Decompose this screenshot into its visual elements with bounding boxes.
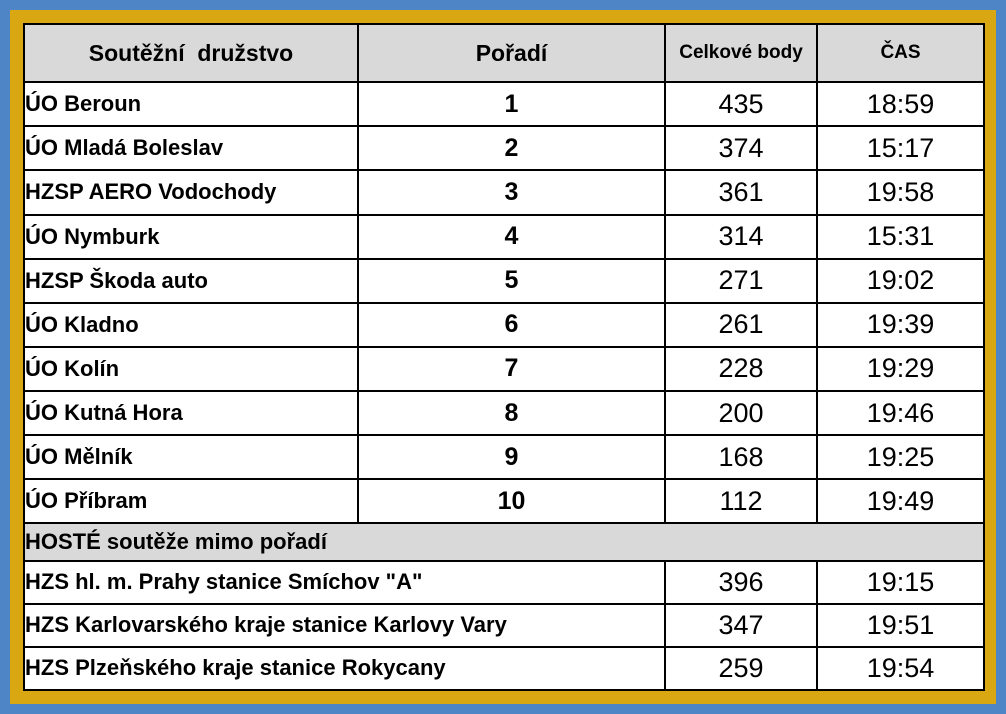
team-points: 374: [664, 125, 818, 172]
guest-row: HZS Plzeňského kraje stanice Rokycany 25…: [23, 645, 985, 692]
team-points: 361: [664, 169, 818, 216]
team-rank: 2: [357, 125, 666, 172]
team-name: ÚO Beroun: [23, 81, 359, 128]
team-name: ÚO Mělník: [23, 434, 359, 481]
table-row: ÚO Příbram 10 112 19:49: [23, 478, 985, 525]
table-row: ÚO Kolín 7 228 19:29: [23, 345, 985, 393]
team-points: 228: [664, 345, 818, 393]
table-row: ÚO Kutná Hora 8 200 19:46: [23, 390, 985, 437]
team-time: 19:49: [816, 478, 985, 525]
gold-frame: Soutěžní družstvo Pořadí Celkové body ČA…: [10, 10, 996, 704]
table-row: ÚO Beroun 1 435 18:59: [23, 81, 985, 128]
team-time: 18:59: [816, 81, 985, 128]
team-points: 435: [664, 81, 818, 128]
table-row: ÚO Mladá Boleslav 2 374 15:17: [23, 125, 985, 172]
team-name: ÚO Příbram: [23, 478, 359, 525]
header-time: ČAS: [816, 22, 985, 84]
team-rank: 6: [357, 301, 666, 348]
header-points: Celkové body: [664, 22, 818, 84]
table-row: HZSP AERO Vodochody 3 361 19:58: [23, 169, 985, 216]
results-table: Soutěžní družstvo Pořadí Celkové body ČA…: [23, 22, 985, 692]
team-name: ÚO Kutná Hora: [23, 390, 359, 437]
team-time: 19:39: [816, 301, 985, 348]
guest-row: HZS hl. m. Prahy stanice Smíchov "A" 396…: [23, 559, 985, 605]
team-rank: 7: [357, 345, 666, 393]
team-time: 15:31: [816, 213, 985, 260]
team-time: 19:46: [816, 390, 985, 437]
team-rank: 8: [357, 390, 666, 437]
guest-team-name: HZS Karlovarského kraje stanice Karlovy …: [23, 602, 666, 648]
guest-row: HZS Karlovarského kraje stanice Karlovy …: [23, 602, 985, 648]
team-points: 112: [664, 478, 818, 525]
team-name: ÚO Kolín: [23, 345, 359, 393]
guest-points: 347: [664, 602, 818, 648]
team-name: ÚO Nymburk: [23, 213, 359, 260]
team-points: 200: [664, 390, 818, 437]
team-points: 271: [664, 257, 818, 304]
guest-points: 259: [664, 645, 818, 692]
table-row: ÚO Kladno 6 261 19:39: [23, 301, 985, 348]
team-rank: 3: [357, 169, 666, 216]
guest-team-name: HZS Plzeňského kraje stanice Rokycany: [23, 645, 666, 692]
team-time: 19:58: [816, 169, 985, 216]
guest-time: 19:54: [816, 645, 985, 692]
guest-points: 396: [664, 559, 818, 605]
guest-section-title: HOSTÉ soutěže mimo pořadí: [23, 522, 985, 562]
team-time: 19:29: [816, 345, 985, 393]
team-points: 314: [664, 213, 818, 260]
team-name: HZSP AERO Vodochody: [23, 169, 359, 216]
team-name: HZSP Škoda auto: [23, 257, 359, 304]
team-rank: 10: [357, 478, 666, 525]
team-time: 19:02: [816, 257, 985, 304]
guest-time: 19:15: [816, 559, 985, 605]
header-team: Soutěžní družstvo: [23, 22, 359, 84]
guest-section-row: HOSTÉ soutěže mimo pořadí: [23, 522, 985, 562]
table-row: ÚO Mělník 9 168 19:25: [23, 434, 985, 481]
team-rank: 5: [357, 257, 666, 304]
table-row: HZSP Škoda auto 5 271 19:02: [23, 257, 985, 304]
team-rank: 1: [357, 81, 666, 128]
table-row: ÚO Nymburk 4 314 15:31: [23, 213, 985, 260]
header-row: Soutěžní družstvo Pořadí Celkové body ČA…: [23, 22, 985, 84]
guest-team-name: HZS hl. m. Prahy stanice Smíchov "A": [23, 559, 666, 605]
team-time: 19:25: [816, 434, 985, 481]
team-rank: 4: [357, 213, 666, 260]
team-points: 261: [664, 301, 818, 348]
header-rank: Pořadí: [357, 22, 666, 84]
guest-time: 19:51: [816, 602, 985, 648]
team-points: 168: [664, 434, 818, 481]
team-rank: 9: [357, 434, 666, 481]
team-name: ÚO Mladá Boleslav: [23, 125, 359, 172]
team-name: ÚO Kladno: [23, 301, 359, 348]
team-time: 15:17: [816, 125, 985, 172]
